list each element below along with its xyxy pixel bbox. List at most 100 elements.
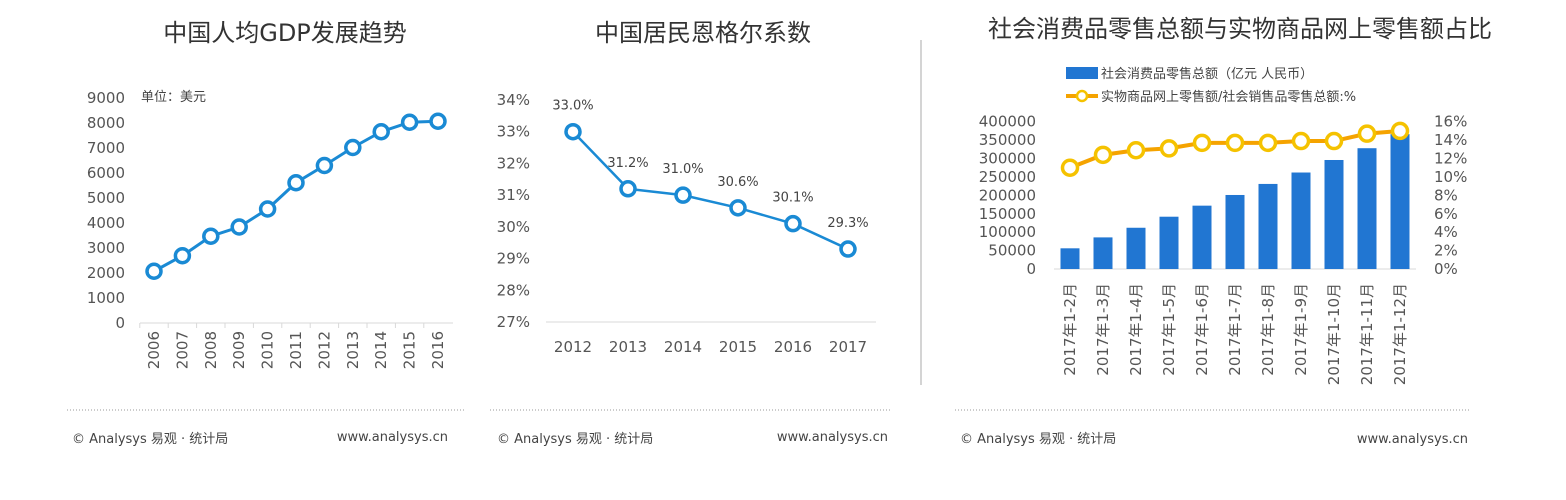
data-point (729, 199, 747, 217)
y-tick-label: 6000 (87, 164, 125, 182)
footer-source: © Analysys 易观 · 统计局 (960, 432, 1116, 447)
footer-source: © Analysys 易观 · 统计局 (497, 432, 653, 447)
left-y-tick-label: 250000 (979, 168, 1036, 186)
chart1-plot: 0 1000 2000 3000 4000 5000 6000 7000 8000 9000 200… (87, 89, 453, 369)
y-tick-label: 5000 (87, 189, 125, 207)
x-tick-label: 2008 (202, 331, 220, 369)
x-tick-label: 2009 (230, 331, 248, 369)
right-y-tick-label: 14% (1434, 131, 1467, 149)
data-point (258, 200, 277, 218)
x-tick-label: 2017年1-12月 (1391, 283, 1409, 385)
x-tick-label: 2012 (315, 331, 333, 369)
data-label: 30.1% (772, 191, 813, 206)
footer-url[interactable]: www.analysys.cn (1357, 432, 1468, 447)
bar (1258, 183, 1278, 269)
data-point (1060, 158, 1080, 177)
left-y-tick-label: 300000 (979, 150, 1036, 168)
data-point (287, 174, 305, 192)
y-tick-label: 28% (497, 281, 530, 299)
x-tick-label: 2017年1-10月 (1325, 283, 1343, 385)
legend-bar-swatch (1066, 67, 1098, 79)
legend-line-marker (1075, 89, 1089, 103)
footer-url[interactable]: www.analysys.cn (337, 430, 448, 445)
x-tick-label: 2007 (173, 331, 191, 369)
data-point (202, 227, 220, 245)
y-tick-label: 0 (115, 314, 125, 332)
x-tick-label: 2012 (554, 338, 592, 356)
legend-line-label: 实物商品网上零售额/社会销售品零售总额:% (1101, 89, 1356, 105)
bar (1060, 248, 1080, 269)
x-tick-label: 2017年1-9月 (1292, 283, 1310, 376)
y-tick-label: 32% (497, 154, 530, 172)
legend-bar-label: 社会消费品零售总额（亿元 人民币） (1101, 66, 1313, 82)
bar (1357, 148, 1377, 269)
left-y-tick-label: 0 (1026, 260, 1036, 278)
chart1-title: 中国人均GDP发展趋势 (163, 19, 407, 47)
bar (1126, 227, 1146, 269)
data-point (372, 123, 390, 141)
right-y-tick-label: 12% (1434, 150, 1467, 168)
data-point (619, 180, 637, 198)
x-tick-label: 2016 (429, 331, 447, 369)
y-tick-label: 1000 (87, 289, 125, 307)
bar (1225, 194, 1245, 269)
data-point (400, 113, 419, 131)
data-point (1192, 133, 1212, 153)
bar (1192, 205, 1212, 269)
right-y-tick-label: 16% (1434, 113, 1467, 131)
bar (1159, 216, 1179, 269)
left-y-tick-label: 200000 (979, 186, 1036, 204)
bar (1291, 172, 1311, 269)
x-tick-label: 2011 (287, 331, 305, 369)
data-point (784, 214, 802, 233)
chart2-plot: 27% 28% 29% 30% 31% 32% 33% 34% 2012 2013 2014 2015… (497, 91, 876, 356)
y-tick-label: 9000 (87, 89, 125, 107)
left-y-tick-label: 50000 (988, 242, 1036, 260)
left-y-tick-label: 400000 (979, 113, 1036, 131)
right-y-tick-label: 6% (1434, 205, 1458, 223)
footer-url[interactable]: www.analysys.cn (777, 430, 888, 445)
data-point (145, 262, 163, 280)
x-tick-label: 2017年1-3月 (1094, 283, 1112, 376)
bar (1093, 237, 1113, 269)
x-tick-label: 2006 (145, 331, 163, 369)
data-label: 33.0% (552, 99, 593, 114)
data-point (1159, 139, 1179, 158)
left-y-tick-label: 350000 (979, 131, 1036, 149)
y-tick-label: 2000 (87, 264, 125, 282)
x-tick-label: 2014 (372, 331, 390, 369)
y-tick-label: 4000 (87, 214, 125, 232)
left-y-tick-label: 150000 (979, 205, 1036, 223)
bar (1324, 159, 1344, 269)
data-label: 31.0% (662, 162, 703, 177)
x-tick-label: 2014 (664, 338, 702, 356)
y-tick-label: 27% (497, 313, 530, 331)
chart3-legend: 社会消费品零售总额（亿元 人民币） 实物商品网上零售额/社会销售品零售总额:% (1066, 66, 1356, 105)
left-y-tick-label: 100000 (979, 223, 1036, 241)
x-tick-label: 2016 (774, 338, 812, 356)
right-y-tick-label: 0% (1434, 260, 1458, 278)
x-tick-label: 2017年1-5月 (1160, 283, 1178, 376)
y-tick-label: 30% (497, 218, 530, 236)
data-point (839, 240, 857, 258)
x-tick-label: 2017年1-4月 (1127, 283, 1145, 376)
right-y-tick-label: 8% (1434, 186, 1458, 204)
right-y-tick-label: 2% (1434, 242, 1458, 260)
chart1-unit-label: 单位：美元 (141, 90, 206, 105)
chart3-title: 社会消费品零售总额与实物商品网上零售额占比 (988, 15, 1492, 43)
x-tick-label: 2017年1-7月 (1226, 283, 1244, 376)
right-y-tick-label: 4% (1434, 223, 1458, 241)
data-point (674, 186, 692, 204)
data-point (1357, 124, 1377, 143)
y-tick-label: 3000 (87, 239, 125, 257)
data-label: 30.6% (717, 175, 758, 190)
data-point (1390, 121, 1410, 141)
bar (1390, 134, 1410, 269)
y-tick-label: 33% (497, 123, 530, 141)
y-tick-label: 8000 (87, 114, 125, 132)
data-point (1126, 140, 1146, 160)
data-point (429, 112, 447, 130)
chart2-title: 中国居民恩格尔系数 (595, 19, 811, 47)
right-y-tick-label: 10% (1434, 168, 1467, 186)
